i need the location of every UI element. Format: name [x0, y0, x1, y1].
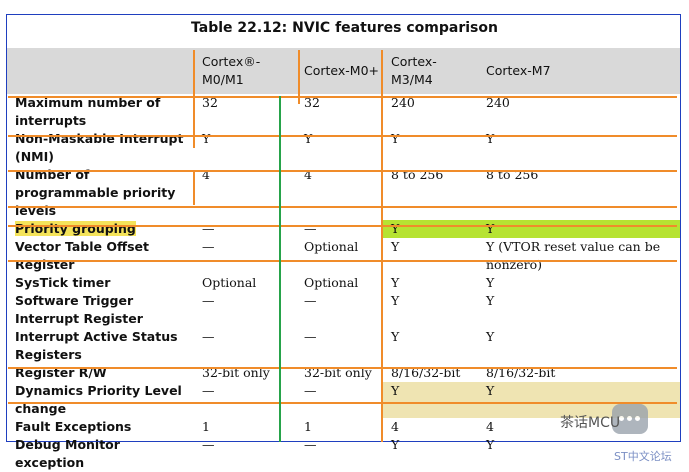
table-row: Register R/W 32-bit only 32-bit only 8/1…	[7, 364, 680, 382]
value-cell: 32	[304, 95, 320, 110]
value-cell: Y	[391, 329, 400, 344]
feature-cell: SysTick timer	[15, 275, 111, 290]
value-cell: Y	[486, 437, 495, 452]
value-cell: 8 to 256	[486, 167, 539, 182]
feature-cell: Dynamics Priority Level change	[15, 383, 182, 416]
table-row: Dynamics Priority Level change — — Y Y	[7, 382, 680, 418]
value-cell: Y	[391, 239, 400, 254]
value-cell: —	[304, 293, 317, 308]
feature-cell: Software Trigger Interrupt Register	[15, 293, 143, 326]
table-row: Priority grouping — — Y Y	[7, 220, 680, 238]
watermark-brand: 茶话MCU	[560, 415, 621, 431]
table-frame	[6, 14, 681, 442]
header-cell: Cortex-M3/M4	[383, 48, 478, 94]
value-cell: Optional	[304, 275, 359, 290]
value-cell: —	[202, 221, 215, 236]
value-cell: —	[202, 383, 215, 398]
value-cell: 32-bit only	[304, 365, 372, 380]
value-cell: Y	[486, 329, 495, 344]
value-cell: —	[304, 437, 317, 452]
value-cell: Y	[304, 131, 313, 146]
value-cell: Y	[383, 220, 478, 238]
feature-cell: Debug Monitor exception	[15, 437, 120, 470]
value-cell: —	[304, 221, 317, 236]
value-cell: 4	[202, 167, 210, 182]
table-row: Fault Exceptions 1 1 4 4	[7, 418, 680, 436]
header-cell: Cortex®-M0/M1	[194, 48, 296, 94]
header-cell	[7, 48, 194, 94]
value-cell: Y	[391, 293, 400, 308]
value-cell: —	[202, 329, 215, 344]
value-cell: Y	[486, 275, 495, 290]
value-cell: Optional	[202, 275, 257, 290]
header-cell: Cortex-M7	[478, 48, 680, 94]
table-row: SysTick timer Optional Optional Y Y	[7, 274, 680, 292]
value-cell: Y	[383, 382, 478, 418]
chat-bubble-icon	[612, 404, 648, 434]
value-cell: Y	[391, 131, 400, 146]
value-cell: 4	[486, 419, 494, 434]
table-title: Table 22.12: NVIC features comparison	[191, 20, 498, 36]
nvic-comparison-table: Cortex®-M0/M1 Cortex-M0+ Cortex-M3/M4 Co…	[7, 48, 680, 472]
value-cell: —	[304, 329, 317, 344]
value-cell: —	[304, 383, 317, 398]
value-cell: 8/16/32-bit	[486, 365, 556, 380]
feature-cell: Number of programmable priority levels	[15, 167, 176, 218]
feature-cell: Fault Exceptions	[15, 419, 132, 434]
value-cell: Y	[391, 437, 400, 452]
table-row: Non-Maskable Interrupt (NMI) Y Y Y Y	[7, 130, 680, 166]
table-row: Number of programmable priority levels 4…	[7, 166, 680, 220]
feature-cell: Non-Maskable Interrupt (NMI)	[15, 131, 184, 164]
value-cell: 240	[486, 95, 510, 110]
value-cell: Y (VTOR reset value can be nonzero)	[486, 239, 661, 272]
value-cell: 32	[202, 95, 218, 110]
table-row: Interrupt Active Status Registers — — Y …	[7, 328, 680, 364]
table-row: Software Trigger Interrupt Register — — …	[7, 292, 680, 328]
value-cell: 32-bit only	[202, 365, 270, 380]
feature-cell: Register R/W	[15, 365, 107, 380]
value-cell: 4	[391, 419, 399, 434]
feature-cell: Priority grouping	[7, 220, 194, 238]
feature-cell: Vector Table Offset Register	[15, 239, 150, 272]
table-row: Vector Table Offset Register — Optional …	[7, 238, 680, 274]
header-row: Cortex®-M0/M1 Cortex-M0+ Cortex-M3/M4 Co…	[7, 48, 680, 94]
highlighted-text: Priority grouping	[15, 221, 136, 236]
header-cell: Cortex-M0+	[296, 48, 383, 94]
value-cell: Y	[391, 275, 400, 290]
value-cell: —	[202, 293, 215, 308]
value-cell: 8 to 256	[391, 167, 444, 182]
watermark-forum: ST中文论坛	[614, 450, 672, 463]
value-cell: 1	[202, 419, 210, 434]
value-cell: Y	[478, 220, 680, 238]
table-row: Maximum number of interrupts 32 32 240 2…	[7, 94, 680, 130]
value-cell: Y	[486, 131, 495, 146]
value-cell: Y	[486, 293, 495, 308]
feature-cell: Interrupt Active Status Registers	[15, 329, 178, 362]
value-cell: 8/16/32-bit	[391, 365, 461, 380]
value-cell: —	[202, 437, 215, 452]
value-cell: Optional	[304, 239, 359, 254]
feature-cell: Maximum number of interrupts	[15, 95, 161, 128]
value-cell: 1	[304, 419, 312, 434]
value-cell: —	[202, 239, 215, 254]
table-row: Debug Monitor exception — — Y Y	[7, 436, 680, 472]
value-cell: 4	[304, 167, 312, 182]
value-cell: 240	[391, 95, 415, 110]
value-cell: Y	[202, 131, 211, 146]
